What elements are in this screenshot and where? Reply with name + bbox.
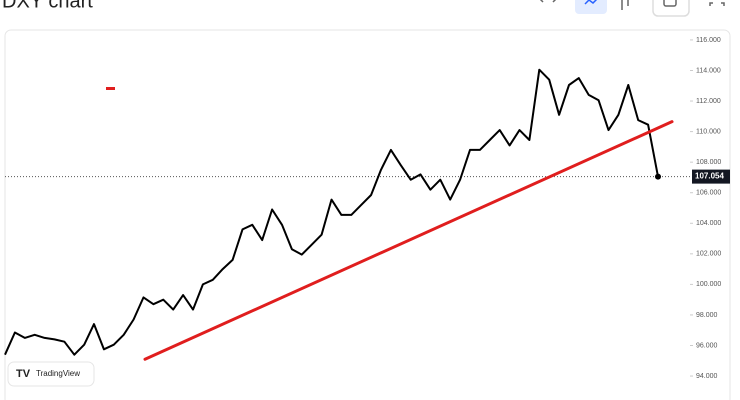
snapshot-button[interactable] [652,0,690,17]
last-point [655,173,661,180]
y-tick-label: 100.000 [696,281,721,288]
y-tick-label: 104.000 [696,220,721,227]
toolbar[interactable] [539,0,725,17]
trendline [143,120,674,361]
fullscreen-icon[interactable] [709,2,725,6]
y-tick-label: 106.000 [696,190,721,197]
y-tick-label: 114.000 [696,67,721,74]
y-tick-label: 96.000 [696,342,718,349]
watermark: TradingView [36,369,80,378]
y-tick-label: 102.000 [696,251,721,258]
y-tick-label: 110.000 [696,128,721,135]
y-tick-label: 108.000 [696,159,721,166]
price-tag-label: 107.054 [695,172,724,181]
line-icon[interactable] [584,0,598,5]
chart-frame [4,29,731,400]
y-tick-label: 112.000 [696,98,721,105]
camera-icon [663,0,677,7]
watermark-badge: TV TradingView [7,361,95,387]
y-tick-label: 94.000 [696,373,718,380]
candle-icon[interactable] [621,0,629,10]
line-style-button[interactable] [575,0,607,14]
embed-icon[interactable] [539,0,557,3]
price-tag [692,169,730,184]
y-tick-label: 98.000 [696,312,718,319]
badge-logo: TV [16,368,31,380]
badge-box [7,361,95,387]
chart-title: DXY chart [2,0,93,12]
marker [106,87,115,90]
price-line-series [4,68,659,356]
y-tick-label: 116.000 [696,37,721,44]
